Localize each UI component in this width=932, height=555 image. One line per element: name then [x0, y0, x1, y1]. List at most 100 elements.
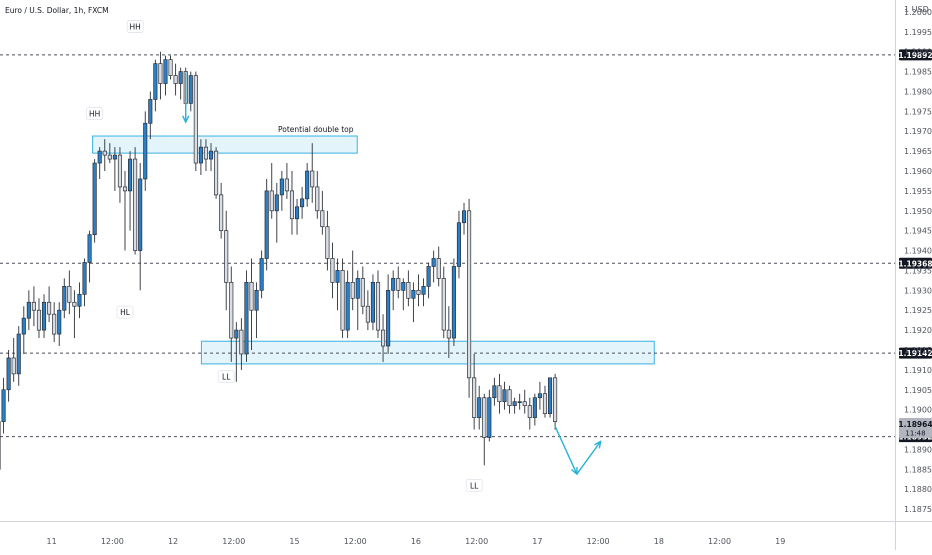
swing-label-text-1: HH	[129, 23, 140, 32]
candle-body-111	[553, 378, 556, 422]
candle-body-18	[83, 262, 86, 294]
candle-body-23	[108, 155, 111, 159]
candle-body-15	[68, 286, 71, 302]
y-tick-label-19: 1.19100	[904, 366, 932, 375]
candle-91	[452, 259, 455, 346]
y-tick-label-11: 1.19500	[904, 207, 932, 216]
y-tick-label-20: 1.19050	[904, 386, 932, 395]
candle-body-93	[462, 211, 465, 223]
candle-body-82	[407, 282, 410, 298]
candle-body-12	[52, 314, 55, 334]
candle-body-51	[250, 282, 253, 310]
candle-body-65	[321, 211, 324, 227]
candle-body-110	[548, 378, 551, 414]
zone-rect-1[interactable]	[93, 136, 358, 153]
swing-label-text-4: LL	[222, 373, 231, 382]
zone-label-1: Potential double top	[278, 125, 354, 134]
candle-body-69	[341, 270, 344, 330]
plot-background	[0, 0, 895, 521]
candle-body-7	[27, 302, 30, 318]
candle-body-32	[154, 64, 157, 100]
y-tick-label-24: 1.18850	[904, 465, 932, 474]
candle-20	[93, 159, 96, 243]
candle-body-11	[47, 302, 50, 314]
candle-body-42	[204, 147, 207, 159]
candle-body-57	[280, 179, 283, 195]
candle-body-61	[300, 199, 303, 207]
swing-label-3: HL	[117, 306, 133, 318]
swing-label-2: HH	[87, 108, 103, 120]
candle-body-5	[17, 334, 20, 374]
y-tick-label-4: 1.19850	[904, 68, 932, 77]
swing-label-1: HH	[127, 21, 143, 33]
candle-body-54	[265, 191, 268, 259]
candle-body-17	[78, 294, 81, 306]
candle-body-25	[118, 155, 121, 187]
current-price-countdown: 11:48	[905, 429, 925, 437]
candle-body-73	[361, 278, 364, 306]
x-tick-label-2: 12:00	[101, 537, 124, 546]
y-tick-label-2: 1.19950	[904, 28, 932, 37]
candle-body-84	[417, 290, 420, 294]
candle-body-72	[356, 278, 359, 298]
candle-body-74	[366, 306, 369, 322]
candle-body-24	[113, 155, 116, 159]
y-tick-label-5: 1.19800	[904, 87, 932, 96]
candle-body-89	[442, 278, 445, 330]
swing-label-5: LL	[466, 480, 482, 492]
candle-body-101	[503, 390, 506, 402]
candle-body-87	[432, 259, 435, 267]
candle-body-60	[295, 207, 298, 219]
symbol-title: Euro / U.S. Dollar, 1h, FXCM	[5, 6, 109, 15]
candle-body-75	[371, 282, 374, 322]
candle-body-96	[478, 398, 481, 418]
candle-body-109	[543, 394, 546, 414]
x-tick-label-1: 11	[47, 537, 57, 546]
candle-body-86	[427, 266, 430, 286]
x-tick-label-10: 12:00	[587, 537, 610, 546]
candle-body-97	[483, 398, 486, 438]
candle-body-71	[351, 282, 354, 298]
candle-94	[467, 199, 470, 398]
candle-body-47	[230, 282, 233, 338]
candle-body-88	[437, 259, 440, 279]
swing-label-4: LL	[218, 371, 234, 383]
candle-body-36	[174, 76, 177, 84]
x-tick-label-6: 12:00	[344, 537, 367, 546]
candle-body-30	[144, 123, 147, 179]
candle-body-55	[270, 191, 273, 211]
candle-body-43	[209, 151, 212, 159]
candle-body-105	[523, 402, 526, 406]
candle-body-108	[538, 394, 541, 398]
candle-body-80	[397, 278, 400, 290]
zone-rect-2[interactable]	[201, 341, 654, 364]
candle-body-27	[128, 159, 131, 191]
candle-body-49	[240, 330, 243, 354]
candle-body-16	[73, 302, 76, 306]
candle-body-6	[22, 318, 25, 334]
candle-body-104	[518, 402, 521, 403]
candle-body-4	[12, 358, 15, 374]
candle-69	[341, 259, 344, 339]
candle-body-48	[235, 330, 238, 338]
candle-40	[194, 72, 197, 171]
y-tick-label-17: 1.19200	[904, 326, 932, 335]
candle-body-34	[164, 60, 167, 84]
candle-body-28	[133, 159, 136, 250]
y-tick-label-10: 1.19550	[904, 187, 932, 196]
candle-body-91	[452, 266, 455, 338]
candle-body-22	[103, 151, 106, 155]
candle-body-95	[472, 378, 475, 418]
candle-75	[371, 274, 374, 330]
candle-body-20	[93, 163, 96, 235]
y-tick-label-1: 1.20000	[904, 8, 932, 17]
current-price-label: 1.18964	[898, 420, 932, 429]
candle-body-35	[169, 60, 172, 76]
candle-body-107	[533, 398, 536, 418]
y-tick-label-16: 1.19250	[904, 306, 932, 315]
candle-body-66	[326, 227, 329, 259]
candle-body-99	[493, 386, 496, 398]
candle-body-62	[305, 171, 308, 199]
